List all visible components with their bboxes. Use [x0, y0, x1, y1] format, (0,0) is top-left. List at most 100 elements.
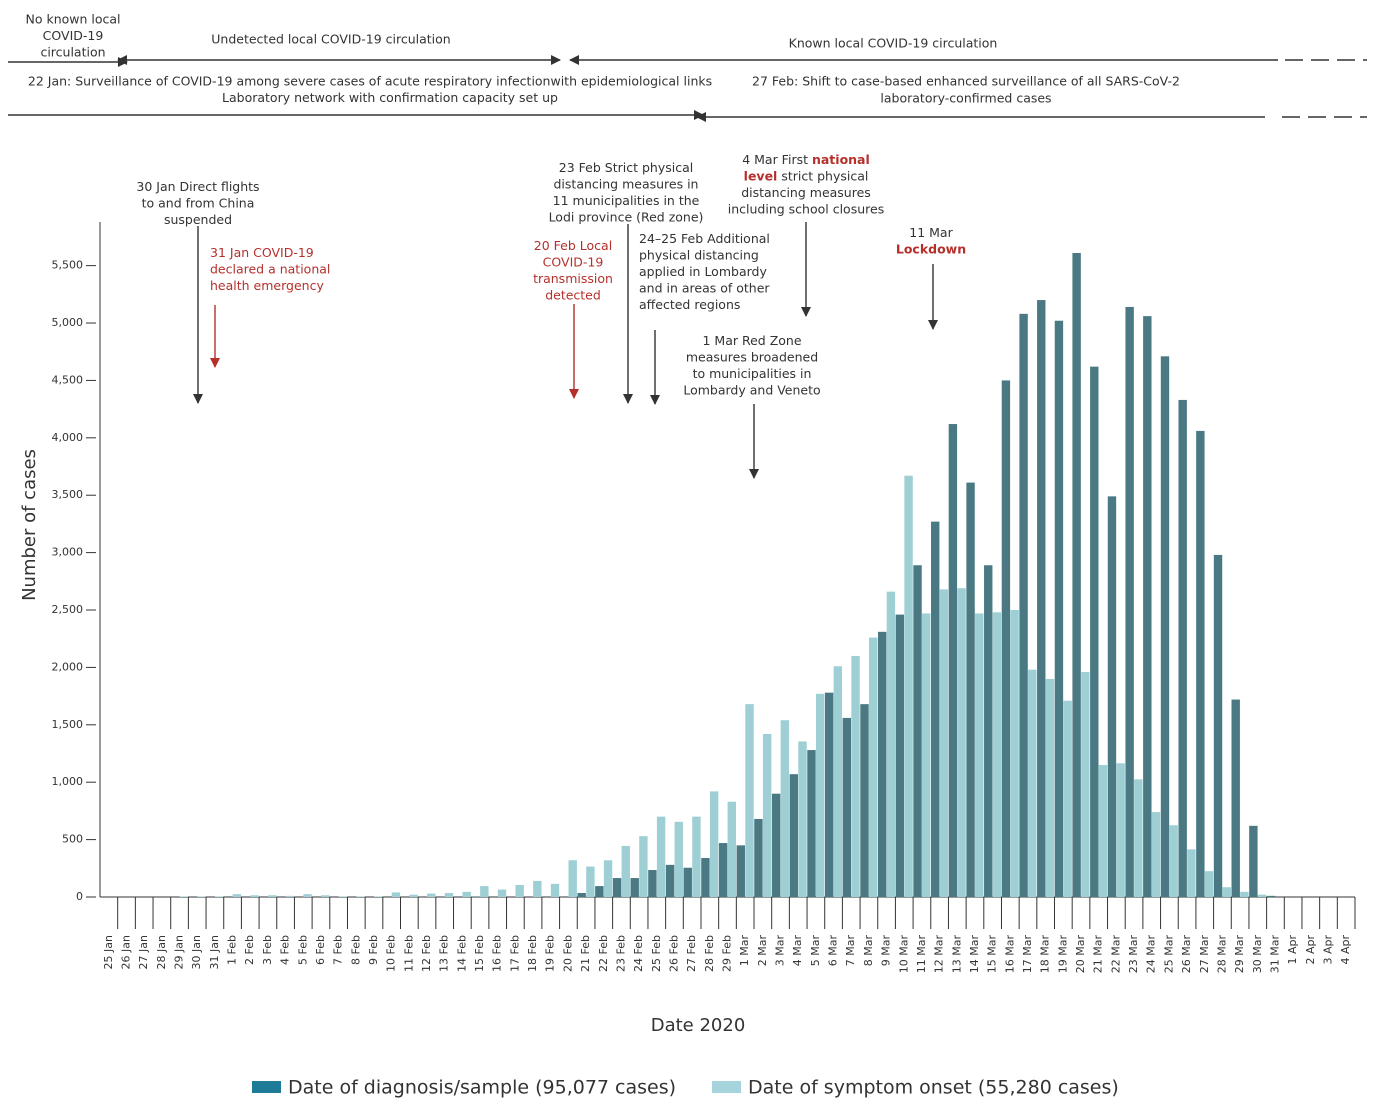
x-tick-label: 4 Apr	[1339, 935, 1352, 965]
y-tick-label: 2,500	[52, 603, 84, 616]
annotation-segment: 30 Jan Direct flights	[136, 179, 259, 194]
x-tick-label: 3 Feb	[261, 935, 274, 965]
bar	[966, 482, 975, 897]
bar	[1160, 356, 1170, 897]
bar	[1019, 313, 1028, 897]
annotation-segment: distancing measures in	[554, 176, 699, 191]
annotation-segment: Lombardy and Veneto	[683, 382, 820, 397]
bar	[577, 892, 586, 897]
bar	[1240, 891, 1249, 897]
bar	[639, 836, 648, 897]
x-tick-label: 28 Feb	[703, 935, 716, 972]
bar	[701, 857, 710, 897]
bar	[869, 637, 878, 897]
annotation-line: 30 Jan Direct flights	[136, 179, 259, 194]
bar	[939, 589, 949, 897]
annotation-line: Lockdown	[896, 241, 966, 256]
x-tick-label: 23 Mar	[1127, 935, 1140, 974]
x-tick-label: 7 Feb	[332, 935, 345, 965]
x-tick-label: 27 Feb	[685, 935, 698, 972]
x-tick-label: 14 Mar	[968, 935, 981, 974]
timeline-label: circulation	[40, 45, 105, 60]
annotation-segment: 20 Feb Local	[534, 238, 612, 253]
y-tick-label: 3,500	[52, 488, 84, 501]
bar	[1143, 316, 1152, 897]
bar	[1072, 252, 1081, 898]
bar	[550, 883, 560, 897]
x-tick-label: 5 Mar	[809, 935, 822, 967]
bar	[798, 741, 807, 897]
bar	[444, 892, 454, 897]
bar	[1098, 764, 1108, 897]
bar	[727, 801, 736, 897]
x-tick-label: 21 Feb	[579, 935, 592, 972]
x-tick-label: 11 Mar	[915, 935, 928, 974]
annotation-line: 11 municipalities in the	[553, 193, 700, 208]
x-tick-label: 3 Apr	[1321, 935, 1334, 965]
y-tick-label: 3,000	[52, 546, 84, 559]
annotation-line: 31 Jan COVID-19	[210, 245, 314, 260]
bar	[621, 845, 630, 897]
annotation-line: to municipalities in	[693, 366, 812, 381]
annotation-segment: Lodi province (Red zone)	[549, 209, 704, 224]
bar	[975, 613, 984, 897]
bar	[1037, 300, 1046, 897]
bar	[904, 475, 913, 897]
bar	[1028, 669, 1037, 897]
bar	[356, 896, 365, 897]
bar	[692, 816, 701, 897]
bar	[886, 591, 896, 897]
x-tick-label: 1 Mar	[738, 935, 751, 967]
annotation-line: COVID-19	[543, 254, 604, 269]
bar	[214, 896, 224, 897]
x-tick-label: 4 Mar	[791, 935, 804, 967]
bar	[179, 896, 189, 897]
annotation-segment: detected	[545, 287, 601, 302]
annotation-line: 1 Mar Red Zone	[702, 333, 801, 348]
annotation-segment: transmission	[533, 271, 613, 286]
bar	[815, 693, 825, 897]
legend-swatch	[252, 1081, 281, 1093]
bar	[1134, 779, 1143, 897]
annotation-line: distancing measures	[741, 185, 871, 200]
x-tick-label: 24 Mar	[1145, 935, 1158, 974]
annotation-segment: level	[744, 168, 778, 183]
bar	[586, 866, 595, 897]
annotation-segment: 11 municipalities in the	[553, 193, 700, 208]
bar	[1266, 895, 1276, 897]
annotation-line: suspended	[164, 212, 232, 227]
x-tick-label: 3 Mar	[774, 935, 787, 967]
bar	[665, 864, 675, 897]
timeline-label: Laboratory network with confirmation cap…	[222, 90, 558, 105]
annotation-line: detected	[545, 287, 601, 302]
bar	[913, 565, 922, 897]
bar	[374, 896, 383, 897]
x-tick-label: 5 Feb	[296, 935, 309, 965]
bar	[533, 880, 542, 897]
y-axis-title: Number of cases	[19, 449, 40, 601]
x-tick-label: 6 Feb	[314, 935, 327, 965]
timeline-label: Undetected local COVID-19 circulation	[211, 32, 450, 47]
x-tick-label: 29 Mar	[1233, 935, 1246, 974]
bar	[595, 886, 604, 897]
x-tick-label: 9 Mar	[880, 935, 893, 967]
bar	[568, 860, 577, 897]
x-tick-label: 21 Mar	[1092, 935, 1105, 974]
bar	[1178, 399, 1187, 897]
x-tick-label: 25 Mar	[1162, 935, 1175, 974]
bar	[471, 896, 480, 897]
y-tick-label: 0	[76, 890, 83, 903]
annotation-line: level strict physical	[744, 168, 869, 183]
annotation-line: physical distancing	[639, 247, 759, 262]
bar	[674, 821, 683, 897]
bar	[833, 666, 843, 897]
bar	[1054, 320, 1064, 897]
annotation-segment: strict physical	[777, 168, 868, 183]
timeline-label: 22 Jan: Surveillance of COVID-19 among s…	[28, 74, 712, 89]
y-tick-label: 5,000	[52, 316, 84, 329]
annotation-segment: 1 Mar Red Zone	[702, 333, 801, 348]
annotation-segment: including school closures	[728, 201, 884, 216]
x-tick-label: 10 Feb	[385, 935, 398, 972]
bar	[338, 896, 348, 897]
annotation-line: applied in Lombardy	[639, 264, 767, 279]
